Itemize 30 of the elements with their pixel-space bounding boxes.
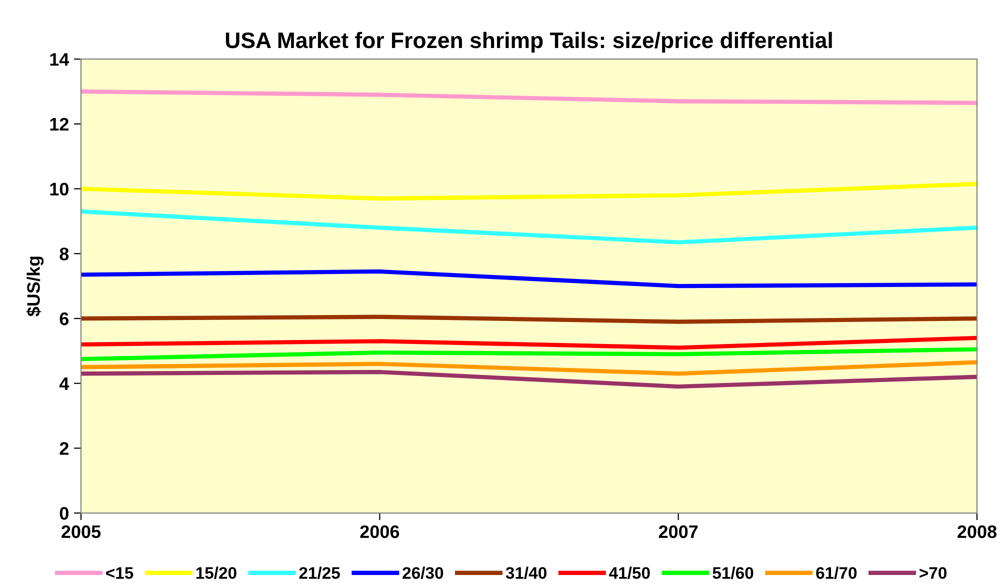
chart-title: USA Market for Frozen shrimp Tails: size/price differential — [226, 32, 832, 53]
legend-label: 15/20 — [196, 566, 236, 580]
legend-label: 31/40 — [506, 566, 546, 580]
x-tick-label: 2008 — [958, 525, 997, 538]
y-tick-label: 14 — [50, 53, 70, 66]
line-series — [81, 347, 977, 362]
y-tick-label: 0 — [60, 506, 68, 520]
line-series — [81, 269, 977, 288]
legend-label: 26/30 — [402, 566, 444, 580]
y-tick-label: 2 — [60, 442, 68, 455]
line-series — [81, 370, 977, 389]
y-tick-label: 8 — [60, 248, 69, 260]
legend-label: 21/25 — [299, 566, 340, 580]
line-series — [81, 89, 977, 105]
y-tick-label: 10 — [50, 182, 68, 196]
legend-label: 61/70 — [816, 566, 857, 580]
y-tick-label: 6 — [60, 312, 69, 326]
legend-label: 51/60 — [712, 566, 754, 580]
y-tick-label: 4 — [59, 377, 70, 390]
line-series — [81, 182, 977, 201]
line-series — [81, 336, 977, 350]
y-tick-label: 12 — [50, 118, 68, 130]
x-tick-label: 2007 — [658, 525, 698, 538]
legend-label: 41/50 — [609, 566, 650, 580]
x-tick-label: 2005 — [62, 525, 101, 538]
y-axis-title: $US/kg — [26, 256, 44, 316]
legend-label: <15 — [106, 567, 134, 579]
x-tick-label: 2006 — [360, 525, 400, 538]
line-series — [81, 360, 977, 376]
legend-label: >70 — [920, 567, 947, 579]
